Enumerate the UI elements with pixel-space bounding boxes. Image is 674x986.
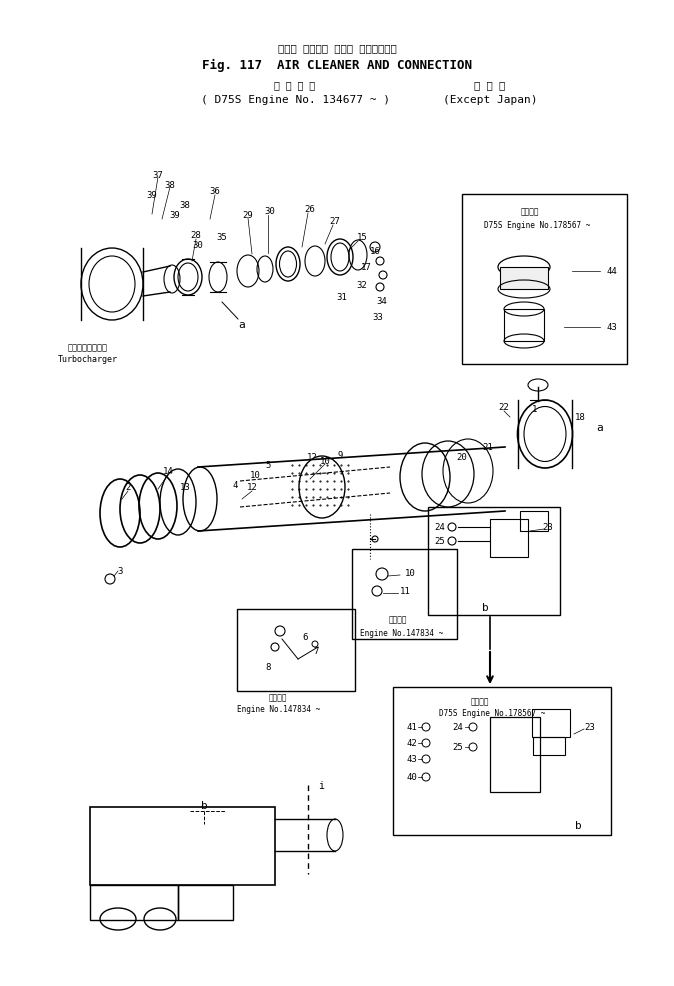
Text: b: b bbox=[575, 820, 582, 830]
Text: D75S Engine No.178567 ~: D75S Engine No.178567 ~ bbox=[484, 220, 590, 230]
Text: 21: 21 bbox=[483, 443, 493, 452]
Bar bbox=[393, 687, 611, 835]
Text: 10: 10 bbox=[404, 569, 415, 578]
Text: (Except Japan): (Except Japan) bbox=[443, 95, 537, 105]
Text: 22: 22 bbox=[499, 403, 510, 412]
Text: 26: 26 bbox=[305, 205, 315, 214]
Bar bbox=[462, 195, 627, 365]
Text: 2: 2 bbox=[125, 483, 131, 492]
Text: 8: 8 bbox=[266, 663, 271, 671]
Text: 15: 15 bbox=[357, 234, 367, 243]
Bar bbox=[428, 508, 560, 615]
Text: 6: 6 bbox=[303, 633, 308, 642]
Text: 43: 43 bbox=[607, 323, 617, 332]
Text: 29: 29 bbox=[243, 210, 253, 219]
Bar bbox=[520, 512, 548, 531]
Text: 38: 38 bbox=[180, 200, 190, 209]
Bar bbox=[533, 738, 565, 755]
Text: 44: 44 bbox=[607, 267, 617, 276]
Text: 33: 33 bbox=[373, 314, 384, 322]
Text: 適用号機: 適用号機 bbox=[470, 697, 489, 706]
Text: a: a bbox=[239, 319, 245, 329]
Text: 適用号機: 適用号機 bbox=[269, 693, 287, 702]
Text: 23: 23 bbox=[584, 723, 595, 732]
Text: 13: 13 bbox=[180, 483, 190, 492]
Text: 27: 27 bbox=[330, 217, 340, 226]
Text: Engine No.147834 ~: Engine No.147834 ~ bbox=[361, 628, 443, 637]
Text: 11: 11 bbox=[400, 587, 410, 596]
Text: 4: 4 bbox=[233, 480, 238, 489]
Text: 24: 24 bbox=[453, 723, 464, 732]
Text: 5: 5 bbox=[266, 460, 271, 469]
Text: 31: 31 bbox=[336, 293, 347, 302]
Bar bbox=[532, 709, 570, 738]
Text: 20: 20 bbox=[456, 453, 467, 462]
Bar bbox=[500, 268, 548, 290]
Text: 36: 36 bbox=[210, 187, 220, 196]
Text: 海 外 用: 海 外 用 bbox=[474, 80, 506, 90]
Text: 3: 3 bbox=[117, 567, 123, 576]
Bar bbox=[504, 310, 544, 342]
Text: 41: 41 bbox=[406, 723, 417, 732]
Text: 10: 10 bbox=[319, 458, 330, 466]
Text: 適用号機: 適用号機 bbox=[389, 615, 407, 624]
Text: 14: 14 bbox=[162, 467, 173, 476]
Text: b: b bbox=[201, 801, 208, 810]
Text: 10: 10 bbox=[249, 470, 260, 479]
Bar bbox=[490, 717, 540, 792]
Text: 42: 42 bbox=[406, 739, 417, 747]
Text: D75S Engine No.178567 ~: D75S Engine No.178567 ~ bbox=[439, 709, 545, 718]
Text: 適用号機: 適用号機 bbox=[521, 207, 539, 216]
Text: 7: 7 bbox=[313, 647, 319, 656]
Text: 37: 37 bbox=[152, 171, 163, 179]
Bar bbox=[90, 885, 178, 920]
Text: 34: 34 bbox=[377, 297, 388, 307]
Text: 適 用 号 機: 適 用 号 機 bbox=[274, 80, 315, 90]
Text: 32: 32 bbox=[357, 280, 367, 289]
Bar bbox=[90, 808, 275, 885]
Text: a: a bbox=[596, 423, 603, 433]
Text: 24: 24 bbox=[435, 523, 446, 532]
Text: 16: 16 bbox=[369, 247, 380, 256]
Text: ( D75S Engine No. 134677 ~ ): ( D75S Engine No. 134677 ~ ) bbox=[200, 95, 390, 105]
Text: Turbocharger: Turbocharger bbox=[58, 355, 118, 364]
Text: 30: 30 bbox=[193, 241, 204, 249]
Text: b: b bbox=[482, 602, 489, 612]
Text: 39: 39 bbox=[170, 210, 181, 219]
Text: 25: 25 bbox=[435, 537, 446, 546]
Text: Engine No.147834 ~: Engine No.147834 ~ bbox=[237, 705, 321, 714]
Text: i: i bbox=[318, 780, 324, 790]
Text: 23: 23 bbox=[543, 523, 553, 532]
Bar bbox=[352, 549, 457, 639]
Text: エアー クリーナ および コネクション: エアー クリーナ および コネクション bbox=[278, 43, 396, 53]
Text: 17: 17 bbox=[361, 263, 371, 272]
Text: 12: 12 bbox=[247, 483, 257, 492]
Text: ターボチャージー: ターボチャージー bbox=[68, 343, 108, 352]
Bar bbox=[490, 520, 528, 557]
Text: 28: 28 bbox=[191, 231, 202, 240]
Text: 35: 35 bbox=[216, 233, 227, 242]
Text: 40: 40 bbox=[406, 773, 417, 782]
Text: 39: 39 bbox=[147, 190, 157, 199]
Text: 1: 1 bbox=[532, 405, 538, 414]
Text: 43: 43 bbox=[406, 754, 417, 764]
Text: 38: 38 bbox=[164, 180, 175, 189]
Text: 9: 9 bbox=[337, 450, 342, 459]
Text: 25: 25 bbox=[453, 742, 464, 751]
Text: 30: 30 bbox=[265, 207, 276, 216]
Bar bbox=[237, 609, 355, 691]
Text: Fig. 117  AIR CLEANER AND CONNECTION: Fig. 117 AIR CLEANER AND CONNECTION bbox=[202, 58, 472, 71]
Text: 12: 12 bbox=[307, 453, 317, 462]
Text: 18: 18 bbox=[575, 413, 586, 422]
Bar bbox=[178, 885, 233, 920]
